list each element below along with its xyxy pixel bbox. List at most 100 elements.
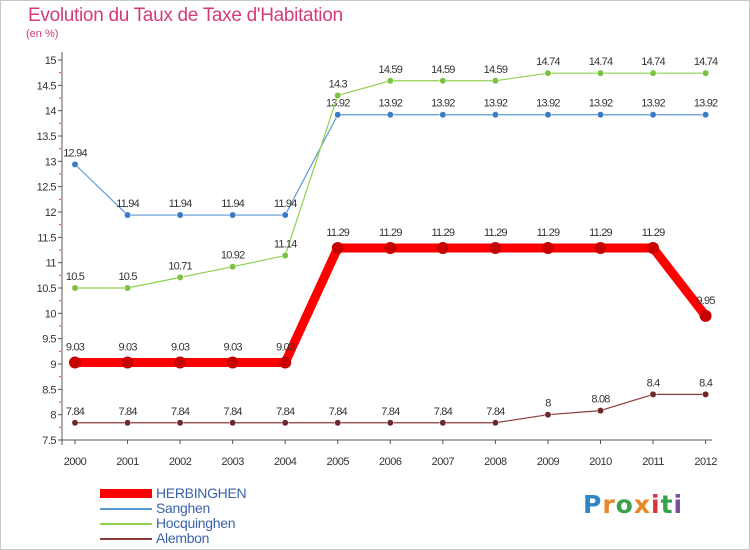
data-point-sanghen bbox=[176, 211, 184, 219]
data-label-herbinghen: 9.95 bbox=[696, 295, 715, 307]
data-label-herbinghen: 11.29 bbox=[379, 227, 402, 239]
data-label-alembon: 7.84 bbox=[381, 406, 400, 418]
data-point-alembon bbox=[702, 390, 710, 398]
legend: HERBINGHEN Sanghen Hocquinghen Alembon bbox=[100, 486, 247, 546]
data-label-sanghen: 11.94 bbox=[221, 198, 244, 210]
y-tick-label: 11 bbox=[46, 258, 57, 270]
data-label-alembon: 7.84 bbox=[486, 406, 505, 418]
legend-swatch bbox=[100, 489, 152, 498]
data-label-herbinghen: 9.03 bbox=[276, 341, 295, 353]
data-point-herbinghen bbox=[594, 241, 607, 254]
data-label-herbinghen: 11.29 bbox=[431, 227, 454, 239]
x-tick-label: 2009 bbox=[537, 456, 560, 468]
data-label-hocquinghen: 10.92 bbox=[221, 250, 245, 262]
x-tick-label: 2007 bbox=[432, 456, 455, 468]
logo-letter: i bbox=[673, 490, 684, 519]
y-tick-label: 10.5 bbox=[37, 283, 57, 295]
data-label-herbinghen: 9.03 bbox=[171, 341, 190, 353]
data-label-alembon: 8 bbox=[545, 398, 551, 410]
x-tick-label: 2008 bbox=[484, 456, 507, 468]
data-label-alembon: 7.84 bbox=[224, 406, 243, 418]
data-point-alembon bbox=[334, 419, 342, 427]
data-label-alembon: 7.84 bbox=[171, 406, 190, 418]
data-label-hocquinghen: 10.71 bbox=[168, 260, 192, 272]
data-label-herbinghen: 11.29 bbox=[642, 227, 665, 239]
y-tick-label: 14.5 bbox=[37, 80, 57, 92]
y-tick-label: 7.5 bbox=[42, 435, 56, 447]
data-point-herbinghen bbox=[489, 241, 502, 254]
data-label-sanghen: 13.92 bbox=[589, 98, 613, 110]
data-label-sanghen: 13.92 bbox=[379, 98, 403, 110]
legend-item: Sanghen bbox=[100, 501, 246, 516]
data-point-alembon bbox=[544, 411, 552, 419]
data-label-hocquinghen: 14.74 bbox=[589, 56, 613, 68]
y-tick-label: 12 bbox=[45, 207, 57, 219]
y-tick-label: 12.5 bbox=[37, 182, 57, 194]
data-label-sanghen: 12.94 bbox=[63, 147, 87, 159]
data-label-herbinghen: 9.03 bbox=[118, 341, 137, 353]
legend-swatch bbox=[100, 507, 152, 510]
y-tick-label: 9.5 bbox=[42, 334, 56, 346]
data-point-herbinghen bbox=[384, 241, 397, 254]
data-label-hocquinghen: 10.5 bbox=[66, 271, 85, 283]
data-label-herbinghen: 11.29 bbox=[537, 227, 560, 239]
data-label-sanghen: 13.92 bbox=[694, 98, 718, 110]
data-point-sanghen bbox=[702, 111, 710, 119]
data-label-alembon: 8.08 bbox=[591, 394, 610, 406]
data-point-sanghen bbox=[71, 160, 79, 168]
x-tick-label: 2003 bbox=[221, 456, 244, 468]
y-tick-label: 13.5 bbox=[37, 131, 57, 143]
data-point-hocquinghen bbox=[491, 77, 499, 85]
data-label-herbinghen: 9.03 bbox=[66, 341, 85, 353]
data-label-alembon: 7.84 bbox=[276, 406, 295, 418]
x-tick-label: 2001 bbox=[116, 456, 139, 468]
data-label-hocquinghen: 14.74 bbox=[641, 56, 665, 68]
x-tick-label: 2000 bbox=[64, 456, 87, 468]
logo-letter: t bbox=[660, 490, 674, 519]
data-point-hocquinghen bbox=[124, 284, 132, 292]
y-tick-label: 8 bbox=[50, 410, 56, 422]
data-label-hocquinghen: 14.59 bbox=[379, 64, 403, 76]
proxiti-logo: Proxiti bbox=[583, 490, 683, 519]
data-label-sanghen: 13.92 bbox=[431, 98, 455, 110]
legend-label: Hocquinghen bbox=[156, 515, 236, 531]
logo-letter: r bbox=[602, 490, 616, 519]
data-point-herbinghen bbox=[279, 356, 292, 369]
logo-letter: x bbox=[633, 490, 651, 519]
logo-letter: o bbox=[615, 490, 634, 519]
data-label-alembon: 7.84 bbox=[329, 406, 348, 418]
data-point-alembon bbox=[71, 419, 79, 427]
data-point-sanghen bbox=[439, 111, 447, 119]
data-label-sanghen: 13.92 bbox=[641, 98, 665, 110]
data-point-herbinghen bbox=[436, 241, 449, 254]
y-tick-label: 14 bbox=[45, 106, 57, 118]
y-tick-label: 15 bbox=[45, 55, 57, 67]
data-point-herbinghen bbox=[699, 309, 712, 322]
x-tick-label: 2004 bbox=[274, 456, 297, 468]
data-label-alembon: 7.84 bbox=[118, 406, 137, 418]
data-point-hocquinghen bbox=[334, 92, 342, 99]
data-label-alembon: 8.4 bbox=[699, 377, 713, 389]
data-point-herbinghen bbox=[226, 356, 239, 369]
data-point-alembon bbox=[649, 390, 657, 398]
data-point-herbinghen bbox=[331, 241, 344, 254]
data-point-hocquinghen bbox=[386, 77, 394, 85]
x-tick-label: 2005 bbox=[327, 456, 350, 468]
data-point-alembon bbox=[176, 419, 184, 427]
data-point-alembon bbox=[229, 419, 237, 427]
data-point-sanghen bbox=[124, 211, 132, 219]
data-label-herbinghen: 9.03 bbox=[224, 341, 243, 353]
data-point-sanghen bbox=[386, 111, 394, 119]
chart-subtitle: (en %) bbox=[26, 28, 59, 40]
y-tick-label: 9 bbox=[50, 359, 56, 371]
data-label-sanghen: 11.94 bbox=[274, 198, 297, 210]
data-point-hocquinghen bbox=[176, 273, 184, 281]
data-point-herbinghen bbox=[174, 356, 187, 369]
data-point-hocquinghen bbox=[597, 69, 604, 77]
data-label-sanghen: 13.92 bbox=[536, 98, 560, 110]
data-label-sanghen: 11.94 bbox=[169, 198, 192, 210]
data-point-hocquinghen bbox=[229, 263, 237, 271]
data-label-sanghen: 13.92 bbox=[484, 98, 508, 110]
data-point-sanghen bbox=[649, 111, 657, 119]
